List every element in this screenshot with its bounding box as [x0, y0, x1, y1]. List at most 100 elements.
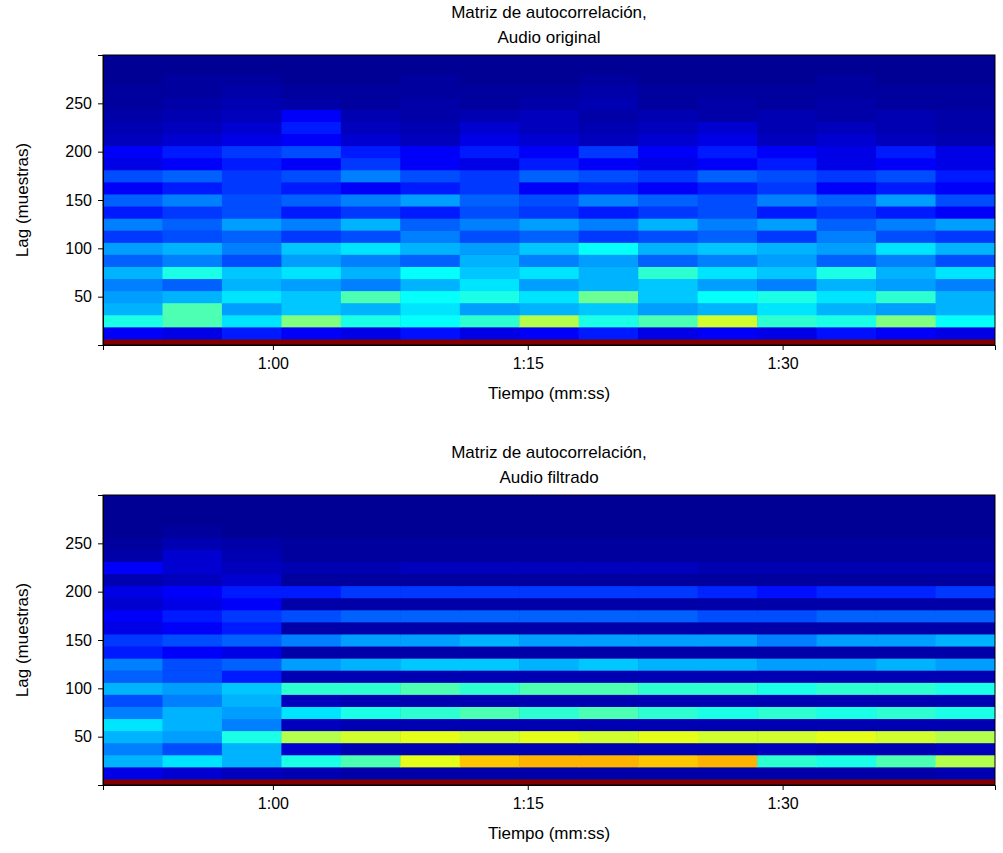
- heatmap-cell: [817, 719, 877, 732]
- heatmap-cell: [400, 634, 460, 647]
- heatmap-cell: [698, 610, 758, 623]
- heatmap-cell: [222, 85, 282, 98]
- heatmap-cell: [281, 549, 341, 562]
- heatmap-cell: [460, 537, 520, 550]
- x-axis-line: [104, 786, 996, 791]
- heatmap-cell: [222, 501, 282, 514]
- x-tick-mark: [783, 785, 784, 790]
- heatmap-cell: [460, 303, 520, 316]
- heatmap-cell: [281, 146, 341, 159]
- heatmap-cell: [817, 121, 877, 134]
- heatmap-cell: [281, 97, 341, 110]
- heatmap-cell: [341, 85, 401, 98]
- heatmap-cell: [698, 218, 758, 231]
- heatmap-cell: [162, 158, 222, 171]
- heatmap-cell: [876, 182, 936, 195]
- heatmap-cell: [222, 682, 282, 695]
- heatmap-cell: [519, 694, 579, 707]
- y-tick: 50: [74, 288, 103, 305]
- heatmap-cell: [519, 55, 579, 62]
- heatmap-cell: [400, 525, 460, 538]
- heatmap-cell: [400, 206, 460, 219]
- heatmap-cell: [460, 646, 520, 659]
- heatmap-cell: [757, 646, 817, 659]
- heatmap-cell: [936, 767, 995, 780]
- heatmap-cell: [519, 291, 579, 304]
- heatmap-cell: [698, 158, 758, 171]
- heatmap-cell: [757, 109, 817, 122]
- heatmap-cell: [460, 622, 520, 635]
- heatmap-cell: [519, 279, 579, 292]
- heatmap-cell: [460, 266, 520, 279]
- heatmap-cells: [103, 495, 995, 785]
- heatmap-cell: [579, 327, 639, 340]
- heatmap-cell: [103, 598, 163, 611]
- heatmap-cell: [400, 170, 460, 183]
- heatmap-cell: [281, 73, 341, 86]
- heatmap-cell: [876, 85, 936, 98]
- heatmap-cell: [103, 279, 163, 292]
- y-tick-label: 50: [74, 728, 92, 745]
- heatmap-cell: [222, 610, 282, 623]
- heatmap-cell: [400, 682, 460, 695]
- x-tick: 1:00: [258, 345, 289, 372]
- heatmap-cell: [341, 694, 401, 707]
- x-tick: 1:30: [768, 345, 799, 372]
- heatmap-cell: [162, 694, 222, 707]
- heatmap-cell: [757, 85, 817, 98]
- heatmap-cell: [519, 574, 579, 587]
- heatmap-cell: [400, 254, 460, 267]
- heatmap-cell: [698, 513, 758, 526]
- heatmap-cell: [638, 731, 698, 744]
- heatmap-cell: [579, 682, 639, 695]
- heatmap-cell: [341, 574, 401, 587]
- chart-title: Audio filtrado: [499, 468, 598, 487]
- heatmap-cell: [460, 731, 520, 744]
- heatmap-cell: [757, 549, 817, 562]
- heatmap-cell: [162, 339, 222, 345]
- heatmap-cell: [400, 694, 460, 707]
- heatmap-cell: [400, 97, 460, 110]
- heatmap-cell: [222, 513, 282, 526]
- heatmap-cell: [638, 158, 698, 171]
- heatmap-cell: [162, 658, 222, 671]
- heatmap-cell: [281, 303, 341, 316]
- heatmap-cell: [936, 327, 995, 340]
- heatmap-cell: [876, 622, 936, 635]
- heatmap-cell: [638, 561, 698, 574]
- heatmap-cell: [876, 537, 936, 550]
- heatmap-cell: [103, 495, 163, 502]
- heatmap-cell: [876, 218, 936, 231]
- heatmap-cell: [817, 73, 877, 86]
- heatmap-cell: [757, 73, 817, 86]
- heatmap-cell: [460, 755, 520, 768]
- heatmap-cell: [162, 315, 222, 328]
- heatmap-cell: [222, 206, 282, 219]
- heatmap-cell: [638, 134, 698, 147]
- heatmap-cell: [757, 513, 817, 526]
- heatmap-cell: [222, 121, 282, 134]
- heatmap-cell: [817, 146, 877, 159]
- heatmap-cell: [876, 121, 936, 134]
- heatmap-cell: [638, 670, 698, 683]
- heatmap-cell: [817, 158, 877, 171]
- heatmap-cell: [281, 525, 341, 538]
- heatmap-cell: [936, 755, 995, 768]
- heatmap-cell: [876, 634, 936, 647]
- heatmap-cell: [876, 291, 936, 304]
- plot-background: [103, 55, 995, 345]
- heatmap-cell: [936, 170, 995, 183]
- heatmap-cell: [103, 755, 163, 768]
- heatmap-cell: [698, 182, 758, 195]
- heatmap-cell: [698, 61, 758, 74]
- heatmap-cell: [460, 73, 520, 86]
- heatmap-cell: [400, 549, 460, 562]
- heatmap-cell: [579, 279, 639, 292]
- heatmap-cell: [936, 266, 995, 279]
- heatmap-cell: [222, 743, 282, 756]
- heatmap-cell: [698, 646, 758, 659]
- heatmap-cell: [400, 743, 460, 756]
- heatmap-cell: [876, 109, 936, 122]
- heatmap-cell: [341, 719, 401, 732]
- heatmap-cell: [222, 779, 282, 785]
